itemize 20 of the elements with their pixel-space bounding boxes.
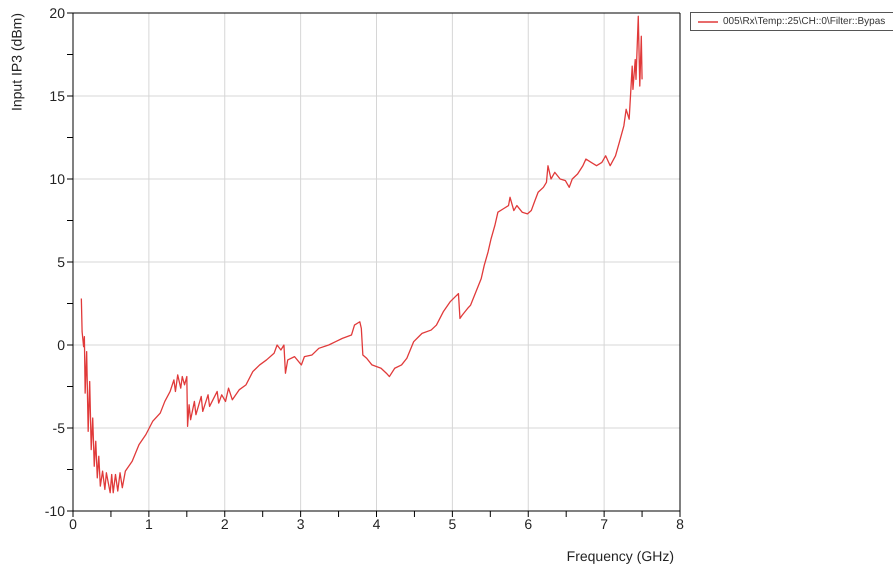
y-tick-label: 20 [49,4,66,21]
x-tick-label: 8 [676,516,684,532]
legend-label: 005\Rx\Temp::25\CH::0\Filter::Bypas [723,16,886,27]
x-tick-label: 3 [296,516,305,532]
y-tick-label: -10 [44,502,66,519]
x-tick-label: 5 [448,516,456,532]
x-tick-label: 6 [524,516,532,532]
x-tick-label: 7 [600,516,608,532]
y-tick-label: 0 [57,336,66,353]
x-tick-label: 2 [220,516,229,532]
x-axis-title: Frequency (GHz) [566,548,674,564]
x-tick-label: 0 [69,516,78,532]
y-tick-label: 10 [49,170,66,187]
x-tick-label: 1 [144,516,153,532]
line-series [80,16,643,494]
x-tick-label: 4 [372,516,381,532]
y-tick-label: 15 [49,88,66,104]
y-tick-label: 5 [57,254,66,270]
y-axis-title: Input IP3 (dBm) [8,13,25,112]
y-tick-label: -5 [52,420,66,436]
